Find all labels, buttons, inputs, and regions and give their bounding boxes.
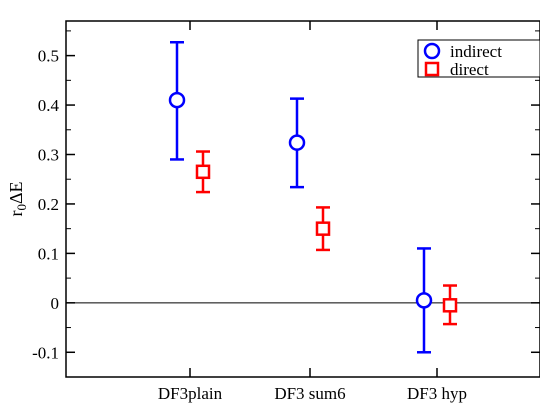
y-tick-label: 0.5 (38, 47, 59, 66)
y-axis-label-rest: ΔE (6, 181, 26, 204)
y-tick-label: 0.2 (38, 195, 59, 214)
y-axis-label-subscript: 0 (14, 204, 29, 211)
legend-marker-indirect (423, 42, 441, 60)
y-tick-label: 0 (51, 294, 60, 313)
legend-label-direct: direct (450, 60, 489, 79)
data-point (442, 298, 458, 313)
data-point (315, 221, 331, 236)
legend-label-indirect: indirect (450, 42, 502, 61)
y-axis-ticks: -0.1 0 0.1 0.2 0.3 0.4 0.5 (32, 30, 540, 362)
data-point (288, 134, 306, 151)
plot-frame (65, 20, 540, 378)
series-layer (168, 41, 458, 354)
y-axis-label: r0ΔE (6, 181, 29, 216)
data-point (195, 164, 211, 180)
y-tick-label: 0.4 (38, 96, 60, 115)
legend: indirect direct (417, 39, 540, 79)
series-indirect (168, 41, 433, 354)
y-tick-label: -0.1 (32, 343, 59, 362)
y-axis-label-main: r (6, 211, 26, 217)
x-axis-ticks: DF3plain DF3 sum6 DF3 hyp (158, 21, 467, 403)
y-tick-label: 0.1 (38, 244, 59, 263)
series-direct (195, 150, 458, 326)
data-point (168, 91, 186, 109)
y-tick-label: 0.3 (38, 146, 59, 165)
x-tick-label: DF3 sum6 (274, 384, 345, 403)
data-point (415, 292, 433, 309)
x-tick-label: DF3 hyp (407, 384, 467, 403)
legend-marker-direct (424, 61, 440, 77)
x-tick-label: DF3plain (158, 384, 223, 403)
